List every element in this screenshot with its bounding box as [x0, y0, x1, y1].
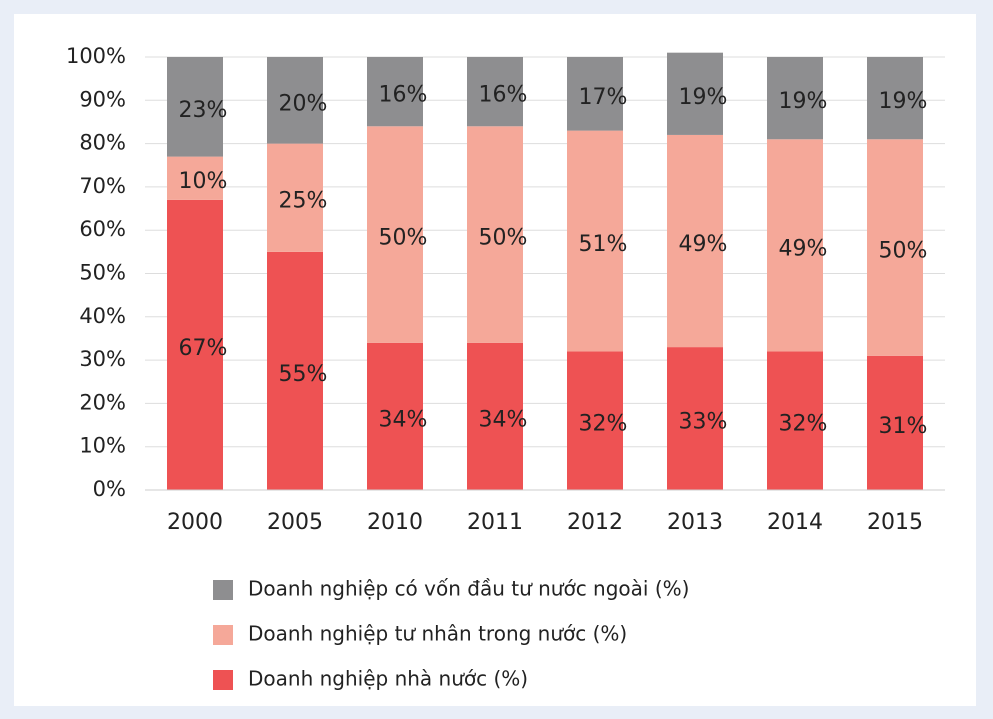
value-label: 49%: [679, 232, 728, 257]
bar-segment: [167, 57, 223, 157]
value-label: 19%: [879, 89, 928, 114]
legend-label: Doanh nghiệp tư nhân trong nước (%): [248, 622, 627, 646]
value-label: 34%: [479, 407, 528, 432]
value-label: 32%: [779, 412, 828, 437]
value-label: 23%: [179, 98, 228, 123]
bar-segment: [867, 355, 923, 490]
value-label: 33%: [679, 410, 728, 435]
bar-segment: [567, 57, 623, 131]
x-tick-label: 2012: [567, 510, 623, 535]
y-tick-label: 100%: [66, 44, 126, 68]
bar-segment: [767, 57, 823, 140]
y-tick-label: 0%: [93, 477, 126, 501]
y-tick-label: 70%: [79, 174, 126, 198]
value-label: 31%: [879, 414, 928, 439]
bar-segment: [767, 139, 823, 352]
value-label: 10%: [179, 169, 228, 194]
y-tick-label: 40%: [79, 304, 126, 328]
y-tick-label: 20%: [79, 390, 126, 414]
value-label: 19%: [779, 89, 828, 114]
bar-segment: [467, 126, 523, 343]
bar-segment: [867, 139, 923, 356]
bar-segment: [367, 342, 423, 490]
value-label: 20%: [279, 91, 328, 116]
bar-segment: [767, 351, 823, 490]
legend-swatch: [213, 670, 233, 690]
bar-segment: [667, 134, 723, 348]
y-tick-label: 30%: [79, 347, 126, 371]
value-label: 17%: [579, 85, 628, 110]
bar-segment: [167, 156, 223, 200]
bar-segment: [467, 342, 523, 490]
bar-segment: [367, 126, 423, 343]
x-tick-label: 2011: [467, 510, 523, 535]
bar-segment: [367, 57, 423, 127]
bar-segment: [267, 251, 323, 490]
bar-segment: [667, 347, 723, 490]
bar-segment: [267, 143, 323, 252]
x-tick-label: 2015: [867, 510, 923, 535]
y-tick-label: 80%: [79, 131, 126, 155]
legend-swatch: [213, 625, 233, 645]
bar-segment: [667, 52, 723, 135]
value-label: 49%: [779, 236, 828, 261]
value-label: 32%: [579, 412, 628, 437]
value-label: 19%: [679, 85, 728, 110]
value-label: 16%: [479, 83, 528, 108]
bar-segment: [467, 57, 523, 127]
y-tick-label: 10%: [79, 434, 126, 458]
value-label: 50%: [479, 226, 528, 251]
bar-segment: [267, 57, 323, 144]
value-label: 51%: [579, 232, 628, 257]
value-label: 34%: [379, 407, 428, 432]
value-label: 67%: [179, 336, 228, 361]
value-label: 50%: [879, 239, 928, 264]
value-label: 55%: [279, 362, 328, 387]
legend-swatch: [213, 580, 233, 600]
value-label: 25%: [279, 189, 328, 214]
bar-segment: [567, 130, 623, 352]
x-tick-label: 2013: [667, 510, 723, 535]
x-tick-label: 2010: [367, 510, 423, 535]
y-tick-label: 60%: [79, 217, 126, 241]
x-tick-label: 2000: [167, 510, 223, 535]
y-tick-label: 90%: [79, 87, 126, 111]
y-tick-label: 50%: [79, 261, 126, 285]
value-label: 16%: [379, 83, 428, 108]
legend-label: Doanh nghiệp nhà nước (%): [248, 667, 528, 691]
bar-segment: [567, 351, 623, 490]
legend-label: Doanh nghiệp có vốn đầu tư nước ngoài (%…: [248, 577, 689, 601]
value-label: 50%: [379, 226, 428, 251]
bar-segment: [867, 57, 923, 140]
x-tick-label: 2014: [767, 510, 823, 535]
x-tick-label: 2005: [267, 510, 323, 535]
bar-segment: [167, 199, 223, 490]
